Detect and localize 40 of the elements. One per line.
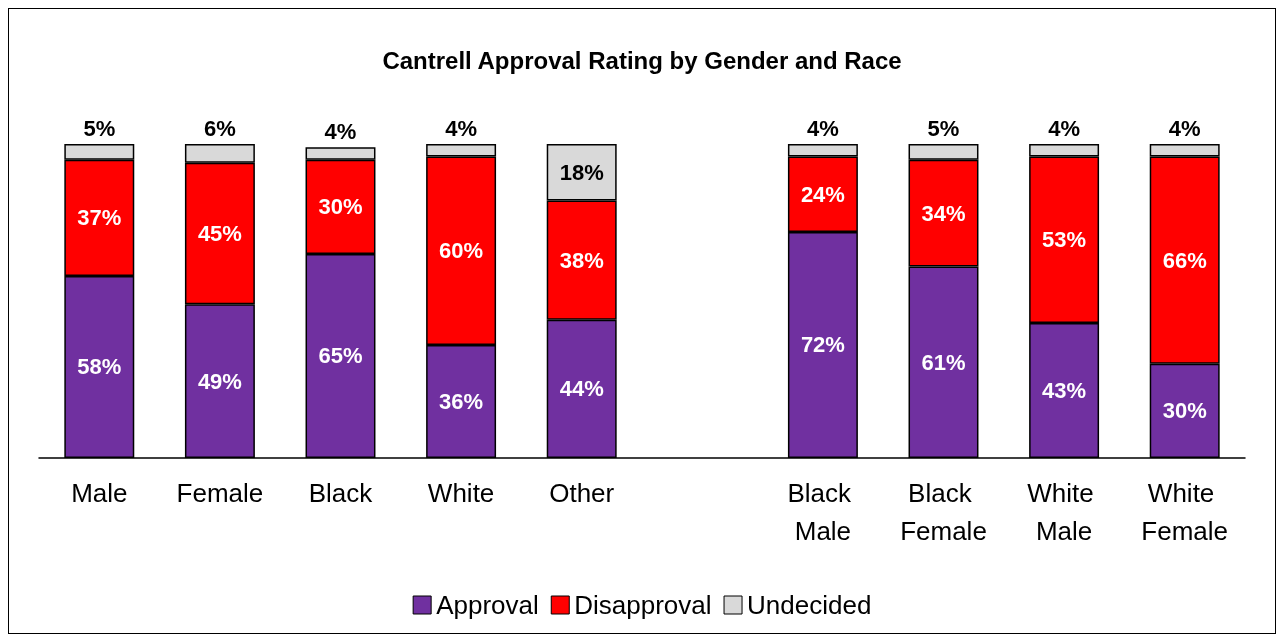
x-tick-label: White bbox=[427, 478, 495, 508]
x-tick-label: Male bbox=[71, 478, 128, 508]
data-label: 24% bbox=[800, 181, 845, 207]
data-label: 44% bbox=[559, 376, 604, 402]
data-label: 66% bbox=[1162, 247, 1207, 273]
x-tick-label: Female bbox=[176, 478, 264, 508]
x-tick-label: White Male bbox=[1027, 478, 1101, 546]
data-label: 4% bbox=[807, 115, 839, 141]
data-label: 58% bbox=[77, 354, 122, 380]
data-label: 72% bbox=[800, 332, 845, 358]
data-label: 4% bbox=[324, 118, 357, 144]
data-label: 53% bbox=[1042, 227, 1087, 253]
chart-title: Cantrell Approval Rating by Gender and Race bbox=[382, 46, 902, 74]
data-label: 5% bbox=[83, 115, 116, 141]
data-label: 30% bbox=[1162, 398, 1207, 424]
data-label: 38% bbox=[559, 247, 604, 273]
x-tick-label: Black Female bbox=[900, 478, 987, 546]
legend-label: Undecided bbox=[747, 590, 872, 620]
data-label: 4% bbox=[1168, 115, 1201, 141]
data-label: 34% bbox=[921, 200, 966, 226]
data-label: 49% bbox=[197, 368, 242, 394]
data-label: 4% bbox=[445, 115, 477, 141]
data-label: 36% bbox=[439, 388, 484, 414]
data-label: 60% bbox=[439, 238, 484, 264]
x-tick-label: Black Male bbox=[787, 478, 859, 546]
legend-label: Approval bbox=[436, 590, 539, 620]
x-tick-label: White Female bbox=[1141, 478, 1229, 546]
data-label: 18% bbox=[559, 159, 604, 185]
data-label: 37% bbox=[77, 205, 122, 231]
data-label: 43% bbox=[1042, 377, 1087, 403]
data-label: 61% bbox=[921, 349, 966, 375]
x-tick-label: Black bbox=[308, 478, 374, 508]
x-tick-label: Other bbox=[549, 478, 615, 508]
data-label: 5% bbox=[927, 115, 960, 141]
data-label: 4% bbox=[1048, 115, 1080, 141]
data-label: 65% bbox=[318, 343, 363, 369]
data-label: 45% bbox=[197, 220, 242, 246]
legend-label: Disapproval bbox=[574, 590, 712, 620]
data-label: 6% bbox=[204, 115, 236, 141]
data-label: 30% bbox=[318, 194, 363, 220]
